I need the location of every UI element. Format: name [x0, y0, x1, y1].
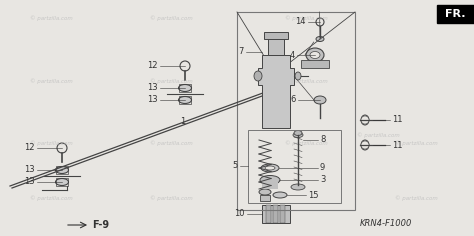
Bar: [301, 60, 329, 68]
Bar: [264, 32, 288, 39]
Text: 15: 15: [308, 190, 319, 199]
Ellipse shape: [294, 131, 302, 135]
Text: © partzilla.com: © partzilla.com: [285, 78, 328, 84]
Text: © partzilla.com: © partzilla.com: [30, 140, 73, 146]
Bar: [280, 205, 285, 223]
Text: © partzilla.com: © partzilla.com: [285, 15, 328, 21]
Bar: [56, 178, 68, 186]
Ellipse shape: [260, 176, 280, 185]
Text: © partzilla.com: © partzilla.com: [285, 140, 328, 146]
Ellipse shape: [314, 96, 326, 104]
Text: © partzilla.com: © partzilla.com: [150, 140, 193, 146]
Text: © partzilla.com: © partzilla.com: [150, 78, 193, 84]
Text: © partzilla.com: © partzilla.com: [30, 195, 73, 201]
Text: 7: 7: [238, 47, 244, 56]
Ellipse shape: [316, 37, 324, 42]
Bar: [56, 166, 68, 174]
Ellipse shape: [361, 115, 369, 125]
Text: 12: 12: [147, 62, 158, 71]
Bar: [268, 38, 284, 55]
Text: 13: 13: [147, 84, 158, 93]
Text: 8: 8: [320, 135, 325, 144]
Bar: [437, 5, 474, 23]
Text: © partzilla.com: © partzilla.com: [395, 140, 438, 146]
Bar: [237, 12, 355, 210]
Ellipse shape: [265, 166, 275, 170]
Bar: [266, 205, 271, 223]
Text: © partzilla.com: © partzilla.com: [150, 15, 193, 21]
Bar: [273, 205, 278, 223]
Text: © partzilla.com: © partzilla.com: [30, 15, 73, 21]
Ellipse shape: [55, 167, 69, 173]
Text: 5: 5: [233, 161, 238, 170]
Ellipse shape: [254, 71, 262, 81]
Text: © partzilla.com: © partzilla.com: [357, 132, 400, 138]
Text: 9: 9: [320, 164, 325, 173]
Ellipse shape: [55, 178, 69, 185]
Text: © partzilla.com: © partzilla.com: [150, 195, 193, 201]
Text: F-9: F-9: [92, 220, 109, 230]
Polygon shape: [258, 55, 294, 128]
Circle shape: [361, 141, 369, 149]
Ellipse shape: [291, 184, 305, 190]
Bar: [248, 130, 341, 203]
Text: 13: 13: [24, 177, 35, 186]
Text: 13: 13: [24, 165, 35, 174]
Ellipse shape: [306, 48, 324, 62]
Ellipse shape: [293, 132, 303, 138]
Text: © partzilla.com: © partzilla.com: [30, 78, 73, 84]
Text: 11: 11: [392, 115, 402, 125]
Text: 11: 11: [392, 140, 402, 149]
Bar: [179, 84, 191, 92]
Ellipse shape: [361, 140, 369, 150]
Ellipse shape: [295, 72, 301, 80]
Ellipse shape: [259, 189, 271, 195]
Text: 12: 12: [25, 143, 35, 152]
Text: 3: 3: [320, 176, 325, 185]
Ellipse shape: [261, 164, 279, 172]
Text: 10: 10: [235, 210, 245, 219]
Text: 13: 13: [147, 96, 158, 105]
Ellipse shape: [273, 192, 287, 198]
Bar: [262, 179, 278, 189]
Text: FR.: FR.: [445, 9, 465, 19]
Circle shape: [361, 116, 369, 124]
Bar: [262, 205, 290, 223]
Text: 1: 1: [180, 118, 185, 126]
Ellipse shape: [310, 51, 320, 59]
Text: 4: 4: [290, 51, 295, 59]
Text: 14: 14: [295, 17, 306, 26]
Bar: [179, 96, 191, 104]
Ellipse shape: [179, 97, 191, 104]
Ellipse shape: [179, 84, 191, 92]
Bar: [260, 195, 270, 201]
Text: KRN4-F1000: KRN4-F1000: [360, 219, 412, 228]
Text: 6: 6: [291, 96, 296, 105]
Text: © partzilla.com: © partzilla.com: [395, 195, 438, 201]
